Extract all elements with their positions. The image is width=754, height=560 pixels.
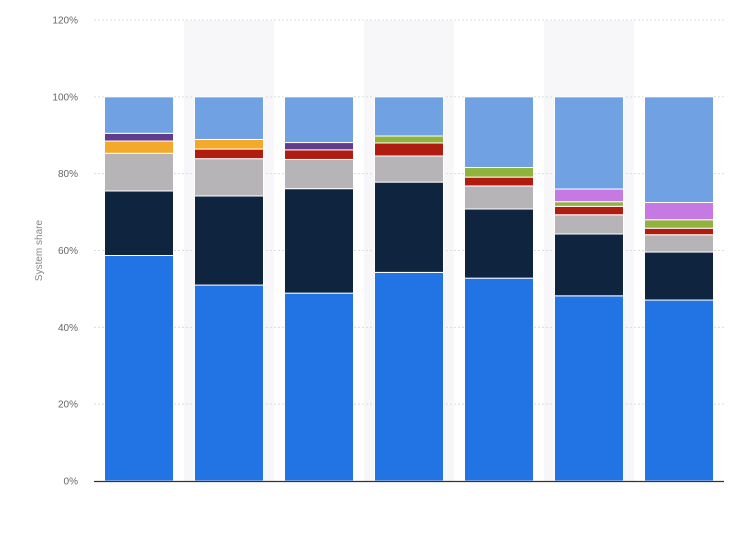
bar-segment — [104, 140, 174, 154]
bar-segment — [464, 277, 534, 482]
bar-segment — [374, 142, 444, 157]
y-tick-label: 60% — [58, 246, 78, 257]
bar-segment — [104, 190, 174, 256]
bar-segment — [104, 96, 174, 134]
bar-segment — [194, 138, 264, 150]
y-tick-label: 120% — [52, 16, 78, 27]
bar-segment — [284, 142, 354, 151]
bar-segment — [464, 167, 534, 178]
bar-segment — [284, 149, 354, 160]
bar-segment — [644, 96, 714, 203]
bar-segment — [554, 214, 624, 235]
bar-segment — [554, 201, 624, 207]
bar-segment — [284, 292, 354, 482]
bar-segment — [644, 299, 714, 482]
bar-segment — [194, 148, 264, 160]
bar-segment — [194, 284, 264, 482]
bar-segment — [644, 251, 714, 301]
bar-segment — [644, 234, 714, 253]
y-tick-label: 20% — [58, 400, 78, 411]
bar-segment — [464, 96, 534, 169]
bar-segment — [644, 227, 714, 236]
bar-segment — [374, 271, 444, 482]
bar-segment — [464, 185, 534, 210]
bar-segment — [284, 96, 354, 144]
bar-segment — [554, 233, 624, 297]
bar-segment — [194, 158, 264, 197]
bar-segment — [194, 195, 264, 286]
bar-segment — [374, 135, 444, 144]
y-tick-label: 80% — [58, 169, 78, 180]
bar-segment — [284, 188, 354, 294]
bar-segment — [374, 155, 444, 183]
bar-segment — [554, 205, 624, 216]
y-axis-title: System share — [34, 219, 45, 281]
y-tick-label: 100% — [52, 92, 78, 103]
bar-segment — [554, 188, 624, 203]
bar-segment — [104, 132, 174, 142]
bar-segment — [464, 208, 534, 279]
bar-segment — [104, 152, 174, 192]
bar-segment — [104, 254, 174, 482]
bar-stacks — [104, 96, 714, 482]
bar-segment — [644, 219, 714, 229]
y-axis-tick-labels: 0% 20% 40% 60% 80% 100% 120% — [52, 16, 78, 488]
bar-segment — [644, 201, 714, 221]
bar-segment — [554, 295, 624, 482]
bar-segment — [194, 96, 264, 140]
bar-segment — [464, 176, 534, 187]
bar-segment — [284, 158, 354, 190]
y-tick-label: 40% — [58, 323, 78, 334]
y-tick-label: 0% — [64, 477, 79, 488]
bar-segment — [374, 96, 444, 137]
bar-segment — [554, 96, 624, 190]
bar-segment — [374, 181, 444, 273]
